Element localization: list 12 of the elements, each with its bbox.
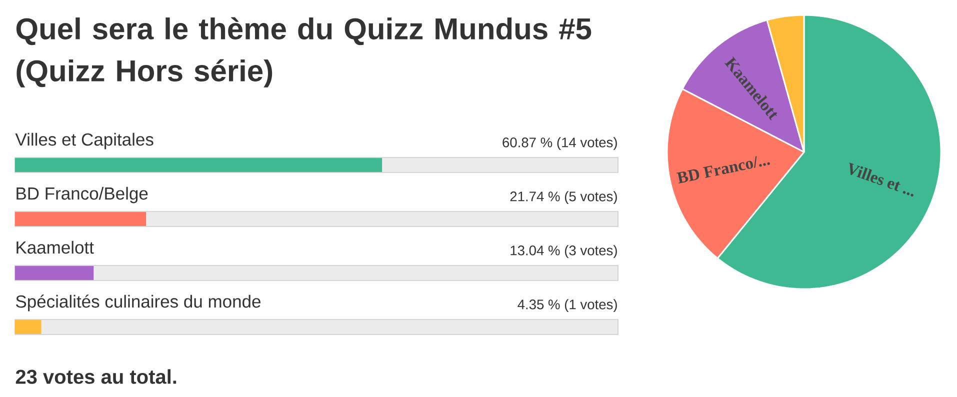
data-label: 13.04 % (3 votes) <box>510 245 617 258</box>
y-tick-label: Kaamelott <box>16 240 94 254</box>
data-label: 4.35 % (1 votes) <box>518 299 617 312</box>
y-tick-label: Villes et Capitales <box>15 132 154 150</box>
data-label: 60.87 % (14 votes) <box>502 137 617 150</box>
chart-title: Quel sera le thème du Quizz Mundus #5 (Quizz Hors série) <box>16 17 592 88</box>
slice-label: Villes et ... <box>849 162 914 197</box>
y-tick-label: BD Franco/Belge <box>16 186 148 204</box>
y-tick-label: Spécialités culinaires du monde <box>16 294 260 312</box>
slice-label: BD Franco/... <box>676 156 770 184</box>
text: 23 votes au total. <box>16 369 176 384</box>
data-label: 21.74 % (5 votes) <box>510 191 617 204</box>
